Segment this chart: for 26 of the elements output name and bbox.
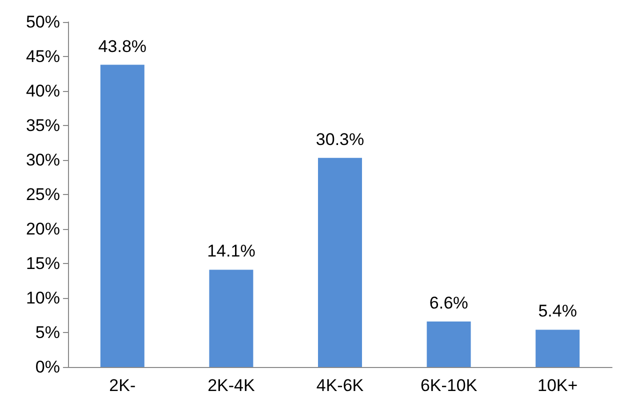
x-tick-label: 6K-10K — [420, 376, 478, 395]
y-tick-label: 5% — [35, 323, 60, 342]
y-tick-label: 35% — [26, 116, 60, 135]
y-tick-label: 45% — [26, 47, 60, 66]
x-tick-label: 4K-6K — [316, 376, 364, 395]
y-tick-label: 10% — [26, 288, 60, 308]
data-label: 14.1% — [207, 242, 256, 261]
y-tick-label: 15% — [26, 254, 60, 273]
y-tick-label: 30% — [26, 150, 60, 170]
data-label: 43.8% — [98, 36, 146, 56]
x-tick-label: 2K- — [109, 376, 136, 395]
y-tick-label: 20% — [26, 220, 60, 238]
bar — [426, 321, 471, 367]
data-label: 5.4% — [538, 302, 577, 321]
y-tick-label: 50% — [26, 12, 60, 32]
bar — [318, 158, 362, 367]
y-tick-label: 40% — [26, 82, 60, 100]
bar — [100, 64, 144, 367]
y-tick-label: 0% — [35, 358, 60, 376]
bar — [209, 270, 254, 367]
data-label: 30.3% — [316, 130, 364, 149]
x-tick-label: 10K+ — [538, 376, 578, 395]
x-tick-label: 2K-4K — [208, 376, 256, 395]
data-label: 6.6% — [429, 293, 468, 312]
y-tick-label: 25% — [26, 185, 60, 204]
bar — [536, 330, 580, 367]
